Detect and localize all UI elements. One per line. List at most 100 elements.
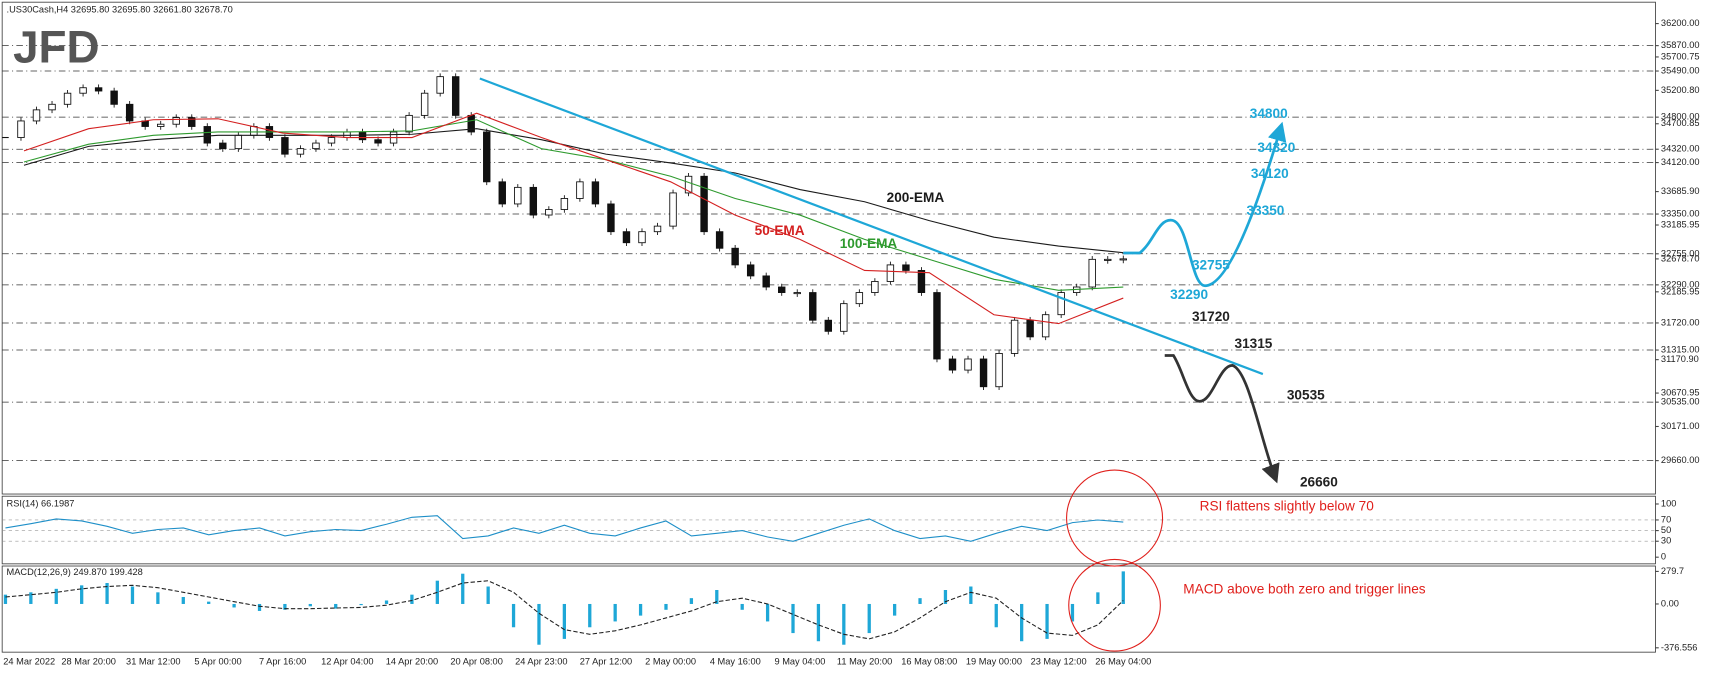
macd-bar <box>1070 603 1075 622</box>
candle <box>560 198 569 210</box>
y-tick-label: 29660.00 <box>1661 455 1700 465</box>
candle <box>824 319 833 332</box>
macd-bar <box>537 603 541 645</box>
candle <box>1010 319 1019 354</box>
candle <box>715 231 724 249</box>
macd-bar <box>105 583 109 604</box>
y-tick-label: 34800.00 <box>1661 112 1700 122</box>
y-tick-label: 35490.00 <box>1661 65 1700 75</box>
candle <box>405 114 413 133</box>
macd-bar <box>461 573 465 604</box>
ema-label: 200-EMA <box>887 190 945 205</box>
candle <box>762 275 770 288</box>
y-tick-label: 35870.00 <box>1661 40 1700 50</box>
candle <box>933 292 941 360</box>
candle <box>219 142 227 150</box>
candle <box>63 92 72 105</box>
macd-bar <box>969 586 973 604</box>
y-tick-label: -376.556 <box>1661 642 1698 652</box>
rsi-title: RSI(14) 66.1987 <box>7 498 75 508</box>
y-tick-label: 34120.00 <box>1661 157 1700 167</box>
candle <box>451 76 460 116</box>
y-tick-label: 35700.75 <box>1661 51 1700 61</box>
candle <box>529 186 538 216</box>
y-tick-label: 36200.00 <box>1661 18 1700 28</box>
price-target-label: 32290 <box>1170 287 1208 302</box>
candle <box>840 303 848 332</box>
macd-bar <box>943 590 948 604</box>
candle <box>684 175 693 194</box>
y-tick-label: 0 <box>1661 552 1666 562</box>
y-tick-label: 279.7 <box>1661 566 1684 576</box>
candle <box>995 353 1003 388</box>
x-tick-label: 2 May 00:00 <box>645 656 696 666</box>
y-tick-label: 32185.95 <box>1661 286 1700 296</box>
candle <box>638 231 646 244</box>
y-tick-label: 31720.00 <box>1661 317 1700 327</box>
candle <box>607 203 615 233</box>
macd-bar <box>1121 571 1125 604</box>
macd-bar <box>283 603 287 610</box>
macd-bar <box>359 603 363 606</box>
x-tick-label: 4 May 16:00 <box>710 656 761 666</box>
candle <box>979 358 988 388</box>
candle <box>188 117 196 127</box>
y-tick-label: 30670.95 <box>1661 388 1700 398</box>
macd-bar <box>410 594 414 604</box>
candle <box>32 109 41 122</box>
x-tick-label: 20 Apr 08:00 <box>450 656 502 666</box>
candle <box>514 186 522 205</box>
candle <box>902 264 910 271</box>
candle <box>296 148 305 155</box>
bullish-projection <box>1123 121 1287 288</box>
ema-label: 50-EMA <box>755 223 805 238</box>
trendline <box>479 77 1264 376</box>
candle <box>964 358 972 371</box>
candle <box>94 87 103 92</box>
candle <box>871 281 879 293</box>
macd-title: MACD(12,26,9) 249.870 199.428 <box>7 567 143 577</box>
macd-bar <box>3 594 8 604</box>
y-tick-label: 35200.80 <box>1661 85 1700 95</box>
ema-line <box>23 112 1124 325</box>
candle <box>1104 258 1112 261</box>
x-tick-label: 9 May 04:00 <box>774 656 825 666</box>
macd-bar <box>740 603 744 610</box>
y-tick-label: 32290.00 <box>1661 279 1700 289</box>
macd-bar <box>867 603 871 634</box>
candle <box>809 292 817 321</box>
candle <box>622 231 631 244</box>
candle <box>374 139 382 144</box>
bearish-projection <box>1164 354 1280 484</box>
ema-line <box>23 128 1124 254</box>
candle <box>110 90 118 105</box>
y-tick-label: 31170.90 <box>1661 354 1699 364</box>
candle <box>48 103 56 111</box>
macd-bar <box>791 603 795 634</box>
y-tick-label: 0.00 <box>1661 598 1679 608</box>
candle <box>591 181 600 205</box>
macd-bar <box>892 603 897 616</box>
x-tick-label: 19 May 00:00 <box>966 656 1022 666</box>
macd-bar <box>156 592 160 604</box>
candle <box>1057 292 1065 316</box>
rsi-highlight <box>1066 469 1164 567</box>
logo: JFD <box>13 21 100 72</box>
y-tick-label: 31315.00 <box>1661 344 1700 354</box>
candle <box>125 103 134 122</box>
macd-bar <box>918 598 922 604</box>
candle <box>483 131 491 183</box>
macd-bar <box>232 603 236 608</box>
candle <box>653 225 662 233</box>
y-tick-label: 33685.90 <box>1661 186 1700 196</box>
candle <box>778 286 786 293</box>
macd-bar <box>765 603 770 622</box>
candle <box>79 87 87 94</box>
rsi-panel <box>1 495 1656 565</box>
macd-bar <box>181 596 185 604</box>
macd-bar <box>486 586 490 604</box>
macd-highlight <box>1068 558 1161 652</box>
x-tick-label: 23 May 12:00 <box>1031 656 1087 666</box>
